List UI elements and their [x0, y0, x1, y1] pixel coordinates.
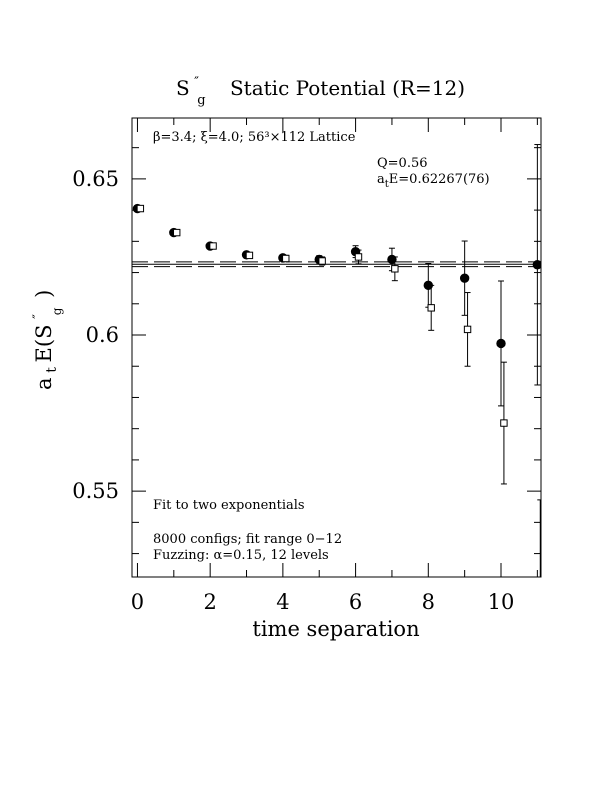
x-axis-tick-labels: 0 2 4 6 8 10 — [131, 590, 515, 614]
y-tick-label: 0.6 — [86, 323, 119, 347]
data-series — [132, 144, 543, 599]
energy-label-a: a — [377, 172, 385, 187]
energy-label-sub: t — [385, 179, 389, 190]
y-axis-ticks — [132, 147, 541, 555]
x-axis-ticks — [136, 118, 538, 577]
title-subscript: g — [197, 93, 205, 108]
data-point-filled-circle — [532, 260, 541, 270]
y-axis-tick-labels: 0.55 0.6 0.65 — [72, 167, 119, 503]
y-axis-title-sub2: g — [50, 307, 64, 315]
data-point-open-square — [463, 325, 472, 334]
data-point-open-square — [245, 251, 254, 260]
chart-title: S ″ g Static Potential (R=12) — [176, 67, 465, 109]
x-tick-label: 6 — [349, 590, 362, 614]
title-text: Static Potential (R=12) — [230, 76, 465, 100]
energy-label-rest: E=0.62267(76) — [389, 172, 490, 187]
y-tick-label: 0.65 — [72, 167, 119, 191]
configs-label: 8000 configs; fit range 0−12 — [153, 532, 342, 547]
y-axis-title: a t E(S ″ g ) — [23, 290, 66, 390]
y-axis-title-sub: t — [44, 367, 60, 373]
data-point-open-square — [354, 253, 363, 261]
title-superscript: ″ — [194, 75, 199, 90]
data-point-open-square — [500, 419, 508, 427]
lattice-label: β=3.4; ξ=4.0; 56³×112 Lattice — [153, 130, 356, 145]
fit-band — [132, 261, 541, 268]
x-tick-label: 8 — [422, 590, 435, 614]
data-point-open-square — [427, 304, 435, 312]
x-tick-label: 0 — [131, 590, 144, 614]
title-symbol: S — [176, 76, 190, 100]
plot-frame — [131, 117, 542, 578]
y-tick-label: 0.55 — [72, 479, 119, 503]
y-axis-title-rest: E(S — [32, 325, 56, 363]
data-point-open-square — [391, 265, 399, 273]
y-axis-title-close: ) — [32, 290, 56, 298]
x-tick-label: 2 — [203, 590, 216, 614]
q-label: Q=0.56 — [377, 156, 428, 171]
y-axis-title-a: a — [32, 377, 56, 390]
data-point-filled-circle — [459, 273, 470, 283]
data-point-open-square — [136, 204, 145, 213]
x-tick-label: 4 — [276, 590, 289, 614]
fuzzing-label: Fuzzing: α=0.15, 12 levels — [153, 548, 329, 563]
data-point-open-square — [173, 228, 181, 237]
fit-label: Fit to two exponentials — [153, 498, 305, 513]
data-point-filled-circle — [496, 338, 506, 349]
data-point-open-square — [209, 242, 217, 250]
y-axis-title-sup: ″ — [31, 314, 46, 319]
data-point-open-square — [537, 593, 543, 599]
data-point-open-square — [282, 254, 290, 263]
x-tick-label: 10 — [488, 590, 515, 614]
data-point-open-square — [318, 257, 326, 265]
energy-label: atE=0.62267(76) — [377, 172, 490, 190]
x-axis-title: time separation — [252, 617, 419, 641]
